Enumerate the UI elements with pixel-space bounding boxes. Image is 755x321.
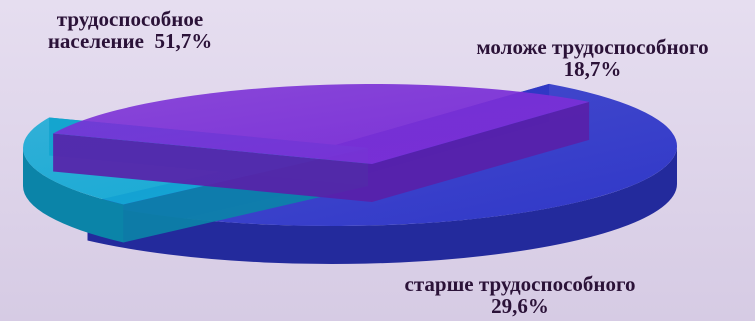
slice-value-older: 29,6% [491,294,549,318]
slice-value-working-age: 51,7% [154,29,213,53]
pie-slice-face-older-1 [372,101,590,202]
pie-slice-side-younger [22,148,124,243]
pie-slice-top-older [53,84,590,164]
slice-label-older: старше трудоспособного 29,6% [370,273,670,317]
slice-label-younger: моложе трудоспособного 18,7% [430,36,755,80]
slice-label-older-line1: старше трудоспособного [404,272,636,296]
slice-label-younger-line1: моложе трудоспособного [476,35,709,59]
pie-slice-older [53,84,590,202]
slice-label-working-age-line1: трудоспособное [56,7,204,31]
slice-value-younger: 18,7% [563,57,622,81]
pie-slice-side-working-age [87,146,677,264]
slice-label-working-age: трудоспособное население 51,7% [20,8,240,52]
pie-slice-face-older-0 [53,133,373,202]
slice-label-working-age-line2: население [47,29,144,53]
